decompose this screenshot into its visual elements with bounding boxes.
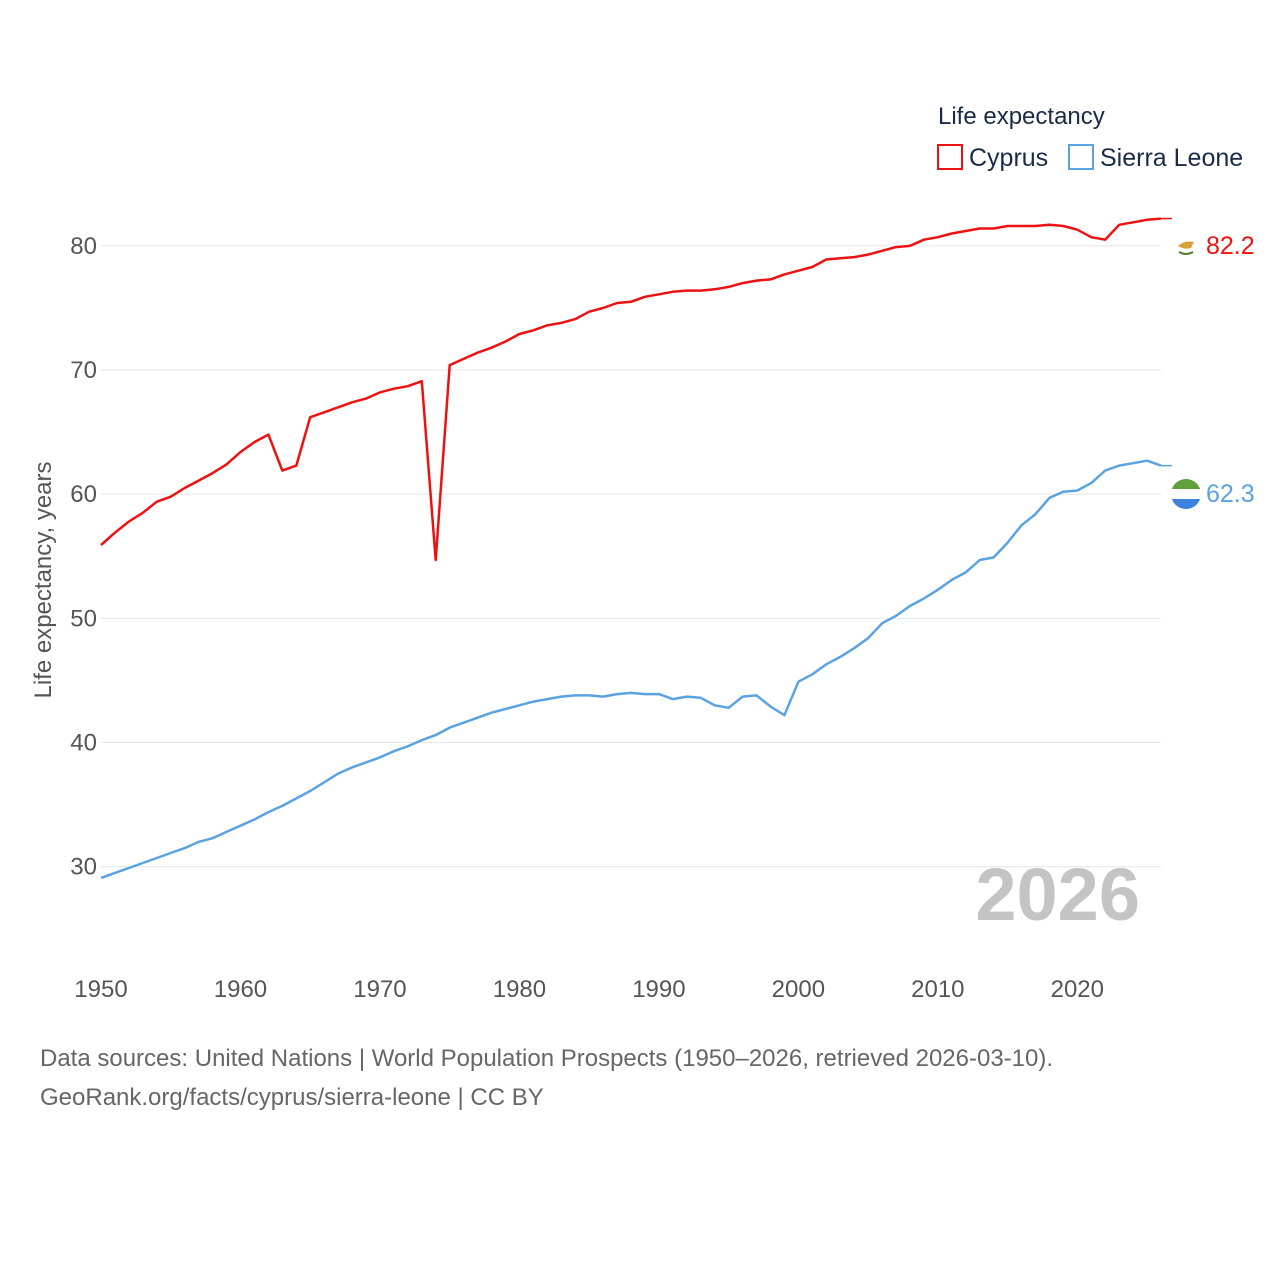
y-tick-label: 30	[70, 854, 97, 881]
legend: Life expectancy Cyprus Sierra Leone	[937, 103, 1243, 172]
y-tick-label: 50	[70, 605, 97, 632]
series-line-sierra-leone[interactable]	[100, 459, 1162, 880]
y-axis: 30 40 50 60 70 80	[70, 233, 97, 881]
legend-item-cyprus[interactable]: Cyprus	[937, 144, 1048, 172]
grid-lines	[101, 245, 1161, 868]
y-tick-label: 60	[70, 481, 97, 508]
x-tick-label: 2010	[911, 976, 964, 1003]
y-tick-label: 70	[70, 357, 97, 384]
x-tick-label: 1970	[353, 976, 406, 1003]
x-tick-label: 2000	[772, 976, 825, 1003]
x-tick-label: 2020	[1051, 976, 1104, 1003]
legend-swatch-sierra-leone	[1068, 144, 1094, 170]
end-value-label-sierra-leone: 62.3	[1206, 480, 1255, 508]
y-tick-label: 80	[70, 233, 97, 260]
series-lines	[100, 217, 1172, 880]
end-value-label-cyprus: 82.2	[1206, 232, 1255, 260]
cyprus-flag-icon	[1176, 237, 1196, 257]
current-year-watermark: 2026	[975, 853, 1140, 936]
legend-swatch-cyprus	[937, 144, 963, 170]
x-tick-label: 1980	[493, 976, 546, 1003]
legend-title: Life expectancy	[938, 103, 1105, 130]
x-tick-label: 1990	[632, 976, 685, 1003]
sierra-leone-flag-icon	[1171, 479, 1201, 509]
footer-source: Data sources: United Nations | World Pop…	[40, 1045, 1054, 1072]
x-tick-label: 1960	[214, 976, 267, 1003]
footer-credit[interactable]: GeoRank.org/facts/cyprus/sierra-leone | …	[40, 1084, 544, 1111]
x-tick-label: 1950	[74, 976, 127, 1003]
y-tick-label: 40	[70, 730, 97, 757]
legend-label-cyprus: Cyprus	[969, 144, 1048, 172]
x-axis: 1950 1960 1970 1980 1990 2000 2010 2020	[74, 976, 1104, 1003]
series-line-cyprus[interactable]	[100, 217, 1162, 562]
legend-item-sierra-leone[interactable]: Sierra Leone	[1068, 144, 1243, 172]
y-axis-label: Life expectancy, years	[30, 461, 57, 698]
legend-label-sierra-leone: Sierra Leone	[1100, 144, 1243, 172]
